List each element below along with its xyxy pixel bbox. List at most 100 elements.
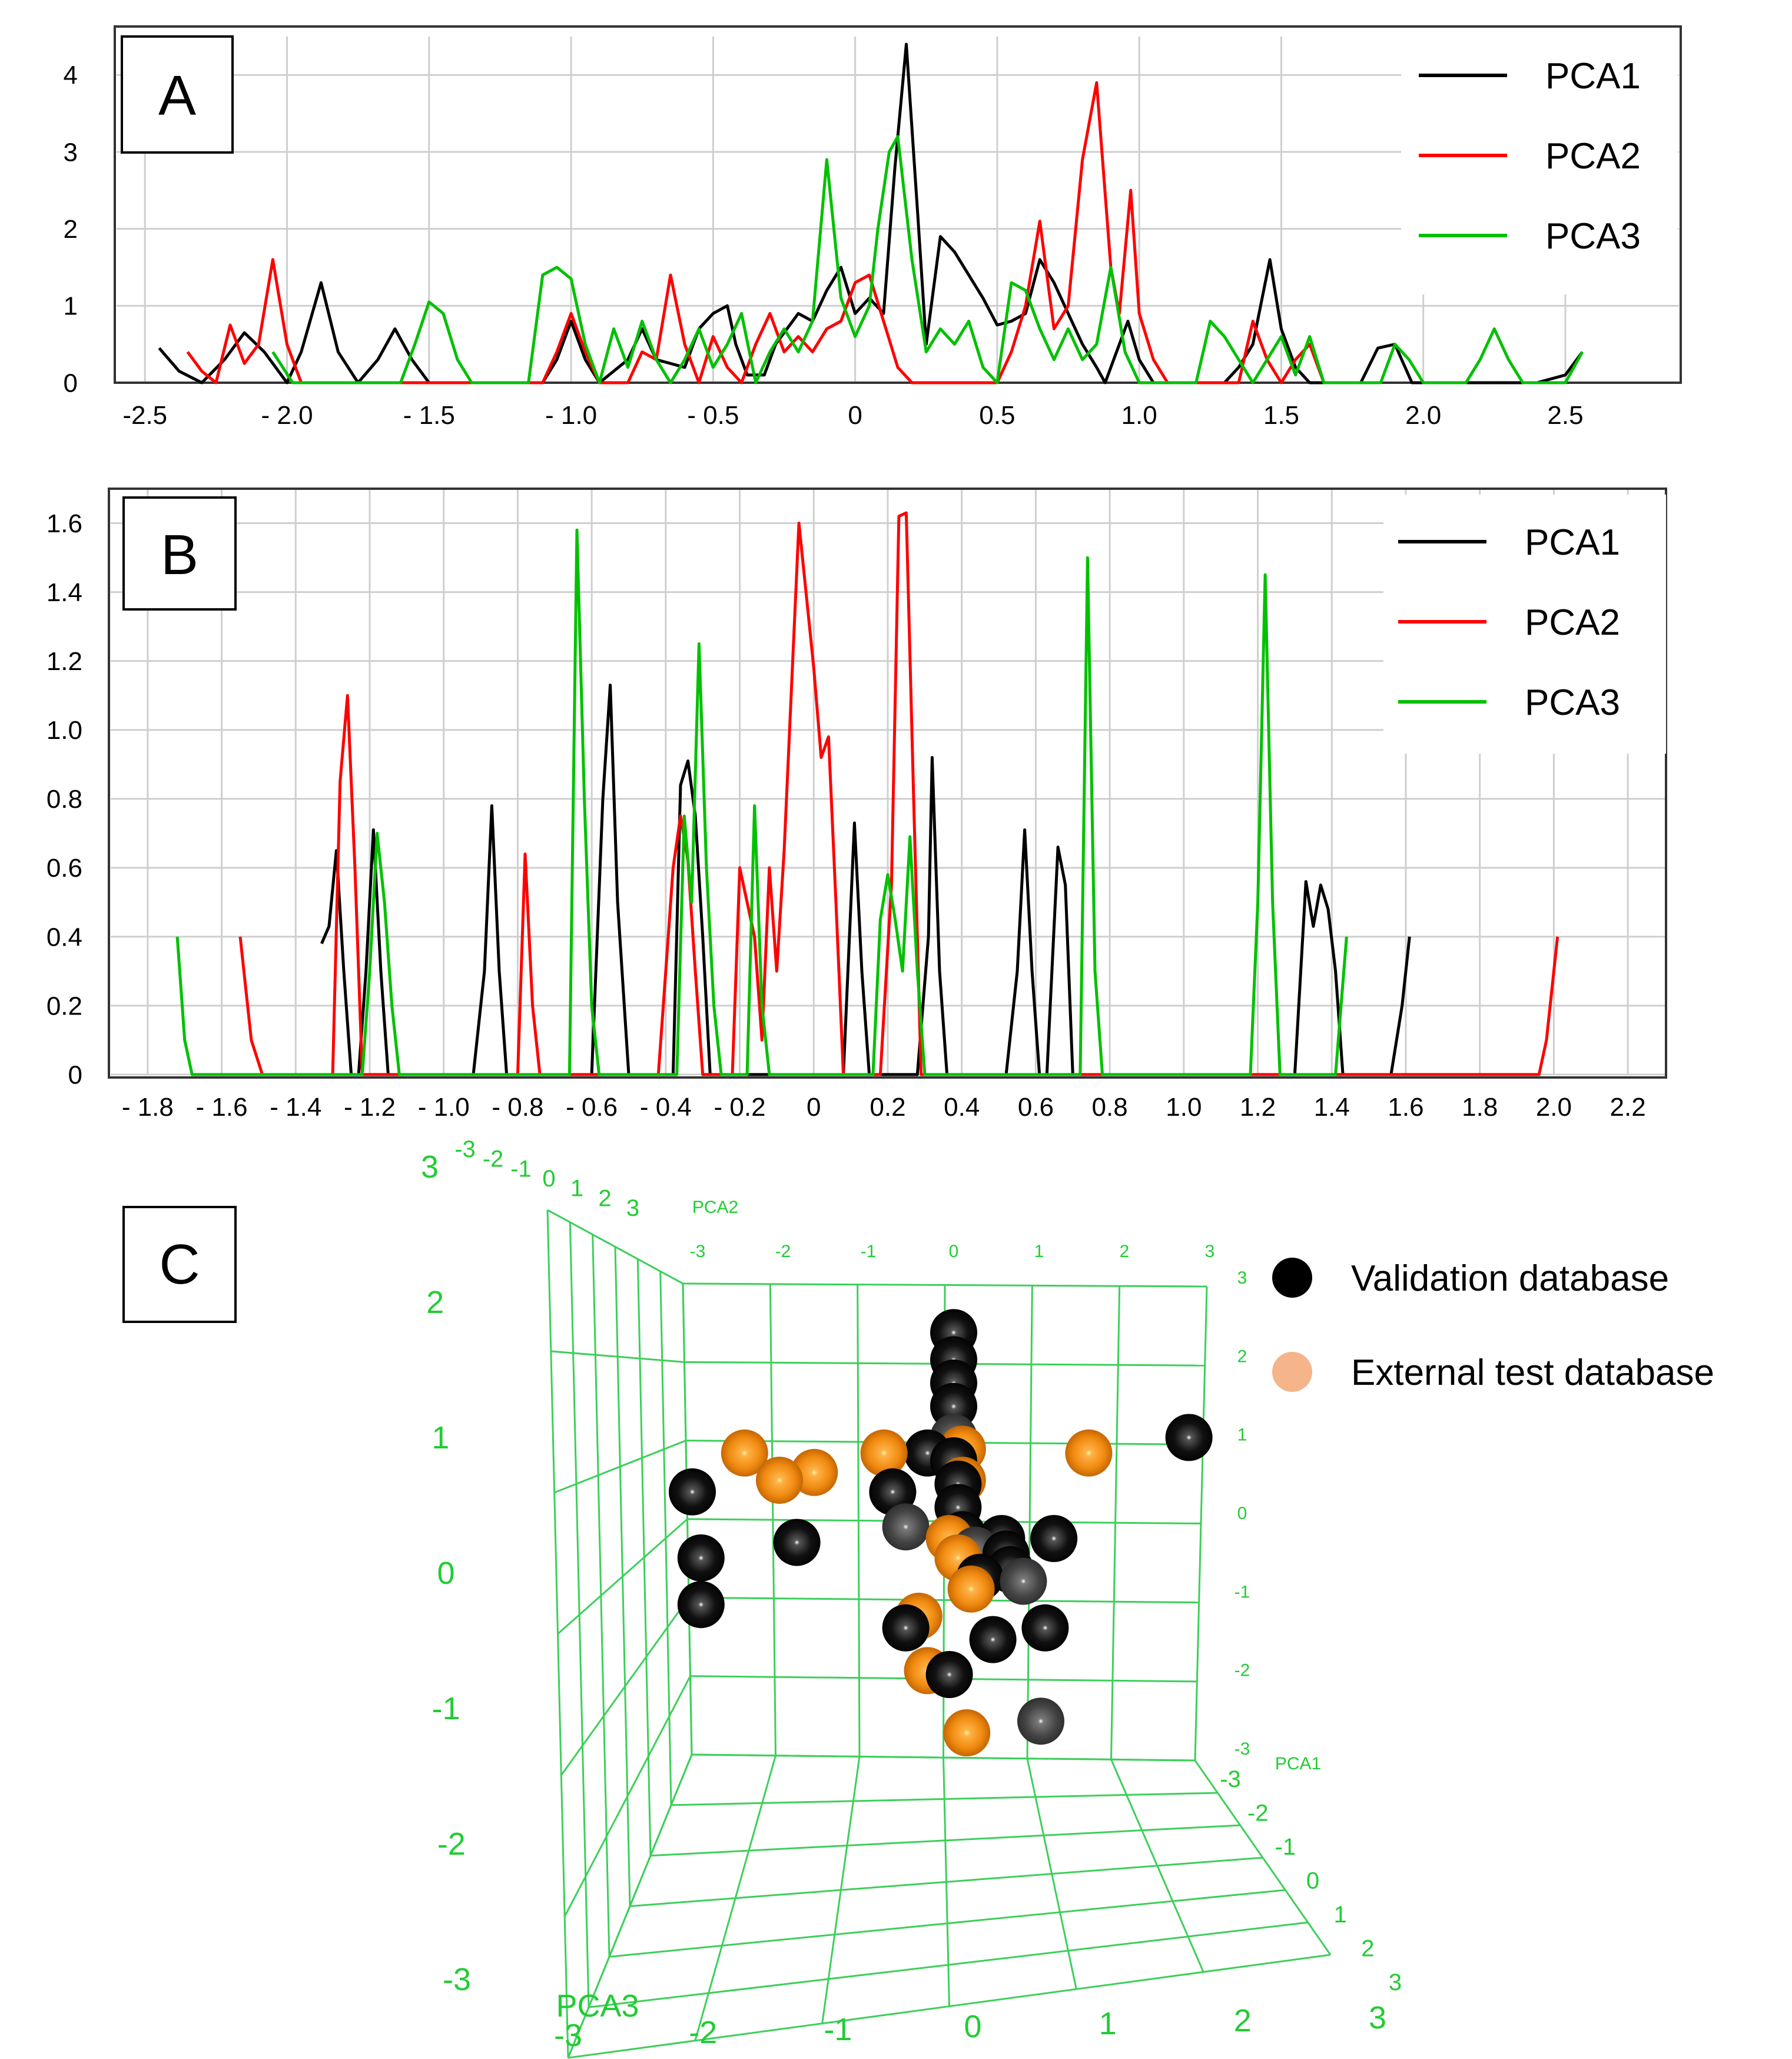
panel-a-x-tick-5: 0 — [848, 401, 862, 430]
panel-a-y-tick-3: 3 — [64, 138, 78, 167]
panel-b-chart: - 1.8 - 1.6 - 1.4 - 1.2 - 1.0 - 0.8 - 0.6 - 0.4… — [47, 488, 1667, 1119]
pca2-top-tick-4: 1 — [1034, 1242, 1044, 1261]
panel-b-x-tick-16: 1.4 — [1314, 1093, 1350, 1119]
pca2-slant-tick-4: -1 — [510, 1156, 532, 1182]
point-validation-17 — [1021, 1604, 1069, 1652]
panel-a-x-tick-1: - 2.0 — [261, 401, 313, 430]
pca2-slant-tick-3: 0 — [542, 1166, 555, 1192]
point-external-4 — [1065, 1429, 1113, 1477]
panel-b-series-pca3 — [175, 528, 1348, 1076]
panel-b-x-tick-3: - 1.2 — [344, 1093, 396, 1119]
point-validation-24 — [882, 1503, 930, 1551]
panel-a-label: A — [158, 64, 196, 127]
pca1-right-tick-4: -1 — [1235, 1582, 1250, 1602]
point-external-3 — [860, 1429, 908, 1477]
panel-a-legend-label-1: PCA2 — [1545, 136, 1641, 177]
panel-b-frame — [108, 488, 1667, 1079]
panel-a-x-tick-2: - 1.5 — [403, 401, 455, 430]
panel-b-x-tick-14: 1.0 — [1166, 1093, 1202, 1119]
pca3-bottom-tick-1: -2 — [689, 2015, 717, 2050]
pca3-bottom-tick-3: 0 — [964, 2009, 981, 2044]
legend-label-1: External test database — [1351, 1352, 1714, 1393]
box-left-v-6 — [682, 1283, 693, 1755]
panel-a-x-tick-8: 1.5 — [1263, 401, 1299, 430]
box-left-v-1 — [569, 1222, 590, 2008]
pca3-bottom-tick-0: -3 — [554, 2018, 582, 2053]
panel-a-frame — [114, 25, 1682, 384]
point-validation-16 — [1030, 1515, 1078, 1562]
legend-marker-0 — [1272, 1258, 1312, 1298]
box-left-v-2 — [592, 1234, 610, 1957]
point-external-9 — [947, 1565, 995, 1613]
panel-a-series-pca1 — [158, 42, 1584, 384]
box-left-v-4 — [636, 1259, 652, 1856]
legend-marker-1 — [1272, 1352, 1312, 1392]
pca2-slant-tick-6: -3 — [454, 1136, 476, 1162]
pca2-top-tick-6: 3 — [1205, 1242, 1215, 1261]
pca1-floor-tick-6: 3 — [1389, 1970, 1402, 1995]
pca3-left-tick-0: -3 — [443, 1962, 471, 1997]
panel-b-legend-label-1: PCA2 — [1525, 602, 1620, 643]
point-validation-18 — [1165, 1414, 1213, 1461]
point-validation-15 — [969, 1616, 1017, 1663]
box-left-v-0 — [546, 1209, 569, 2058]
panel-b-y-tick-1: 0.2 — [47, 992, 82, 1020]
panel-b-x-tick-11: 0.4 — [944, 1093, 980, 1119]
pca1-floor-tick-4: 1 — [1334, 1902, 1347, 1928]
pca1-right-tick-5: -2 — [1235, 1661, 1250, 1680]
panel-b-legend-label-2: PCA3 — [1525, 682, 1620, 723]
pca2-top-tick-1: -2 — [775, 1242, 791, 1261]
panel-b-y-tick-8: 1.6 — [47, 509, 82, 538]
panel-a-legend: PCA1 PCA2 PCA3 — [1401, 35, 1678, 294]
panel-b-label-box: B — [122, 496, 237, 611]
panel-b-y-tick-0: 0 — [68, 1060, 82, 1089]
panel-b-y-tick-5: 1.0 — [47, 716, 82, 745]
panel-a-x-tick-9: 2.0 — [1405, 401, 1441, 430]
panel-b-series — [175, 511, 1559, 1076]
pca1-right-tick-2: 1 — [1237, 1425, 1247, 1445]
pca1-right-tick-6: -3 — [1235, 1739, 1250, 1759]
pca3-left-tick-6: 3 — [421, 1149, 439, 1185]
panel-a-y-tick-4: 4 — [64, 61, 78, 90]
point-validation-14 — [1000, 1557, 1047, 1605]
panel-c-legend: Validation database External test databas… — [1272, 1258, 1714, 1393]
point-external-0 — [721, 1429, 768, 1477]
pca3-bottom-tick-6: 3 — [1369, 2000, 1386, 2035]
box-left-v-3 — [614, 1246, 631, 1907]
panel-b-y-tick-4: 0.8 — [47, 785, 82, 814]
panel-b-y-tick-2: 0.4 — [47, 923, 82, 951]
panel-a-x-tick-10: 2.5 — [1547, 401, 1583, 430]
panel-b-label: B — [161, 523, 198, 586]
panel-b-x-tick-5: - 0.8 — [492, 1093, 543, 1119]
pca1-floor-tick-3: 0 — [1306, 1868, 1319, 1894]
pca2-axis-label: PCA2 — [692, 1198, 738, 1217]
panel-b-x-ticks: - 1.8 - 1.6 - 1.4 - 1.2 - 1.0 - 0.8 - 0.6 - 0.4… — [122, 1093, 1646, 1119]
panel-a-y-tick-0: 0 — [64, 369, 78, 397]
panel-b-x-tick-10: 0.2 — [870, 1093, 905, 1119]
pca3-left-tick-3: 0 — [437, 1556, 454, 1591]
panel-b-y-tick-6: 1.2 — [47, 647, 82, 676]
pca1-floor-tick-1: -2 — [1247, 1801, 1269, 1826]
panel-a-chart: -2.5 - 2.0 - 1.5 - 1.0 - 0.5 0 0.5 1.0 1.5 2.0 2.5… — [64, 25, 1682, 430]
point-external-12 — [943, 1709, 991, 1756]
pca2-slant-tick-2: 1 — [570, 1176, 583, 1202]
panel-b-x-tick-19: 2.0 — [1536, 1093, 1572, 1119]
panel-a-legend-label-0: PCA1 — [1545, 56, 1641, 97]
panel-b-legend: PCA1 PCA2 PCA3 — [1383, 495, 1666, 754]
panel-b-x-tick-0: - 1.8 — [122, 1093, 174, 1119]
panel-b-x-tick-1: - 1.6 — [196, 1093, 248, 1119]
panel-a-x-tick-4: - 0.5 — [687, 401, 739, 430]
panel-c-box-grid — [546, 1209, 1332, 2059]
pca3-bottom-tick-4: 1 — [1099, 2006, 1117, 2041]
box-back-v-6 — [1194, 1286, 1208, 1761]
panel-b-x-tick-9: 0 — [807, 1093, 821, 1119]
panel-a-x-tick-3: - 1.0 — [545, 401, 597, 430]
pca1-floor-tick-2: -1 — [1275, 1834, 1296, 1860]
pca3-left-tick-2: -1 — [432, 1691, 460, 1726]
point-validation-27 — [882, 1604, 930, 1652]
pca2-top-tick-5: 2 — [1120, 1242, 1130, 1261]
panel-b-series-pca1 — [320, 684, 1411, 1076]
panel-a-series-pca2 — [186, 81, 1326, 384]
